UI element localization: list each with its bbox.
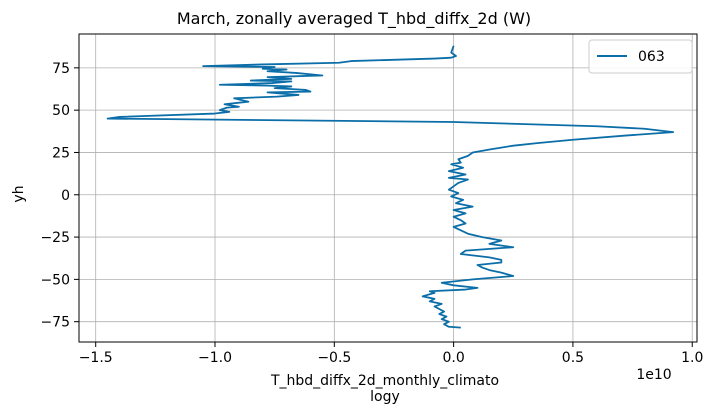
x-axis-offset-label: 1e10 (636, 367, 671, 383)
legend-label-063: 063 (638, 49, 665, 65)
x-tick-label: 0.0 (442, 350, 464, 366)
plot-frame (78, 33, 698, 343)
y-tick-label: 75 (52, 61, 70, 77)
x-axis-label: T_hbd_diffx_2d_monthly_climato (270, 373, 499, 389)
y-tick-label: 25 (52, 145, 70, 161)
legend: 063 (588, 39, 693, 74)
x-tick-label: −1.5 (79, 350, 113, 366)
y-tick-label: 50 (52, 103, 70, 119)
chart-title: March, zonally averaged T_hbd_diffx_2d (… (177, 9, 531, 29)
x-tick-label: 1.0 (681, 350, 703, 366)
y-tick-label: −75 (40, 315, 70, 331)
legend-box (588, 39, 693, 74)
y-tick-label: −50 (40, 272, 70, 288)
x-tick-label: 0.5 (562, 350, 584, 366)
y-tick-label: −25 (40, 230, 70, 246)
y-axis-label: yh (11, 185, 27, 202)
x-tick-label: −0.5 (317, 350, 351, 366)
grid-lines (79, 34, 697, 342)
y-axis-ticks: 75 50 25 0 −25 −50 −75 (40, 61, 79, 331)
x-tick-label: −1.0 (198, 350, 232, 366)
series-line-063 (106, 45, 675, 329)
series-layer (106, 45, 675, 329)
x-axis-label-line2: logy (370, 389, 400, 405)
x-axis-ticks: −1.5 −1.0 −0.5 0.0 0.5 1.0 (79, 342, 703, 366)
y-tick-label: 0 (61, 188, 70, 204)
